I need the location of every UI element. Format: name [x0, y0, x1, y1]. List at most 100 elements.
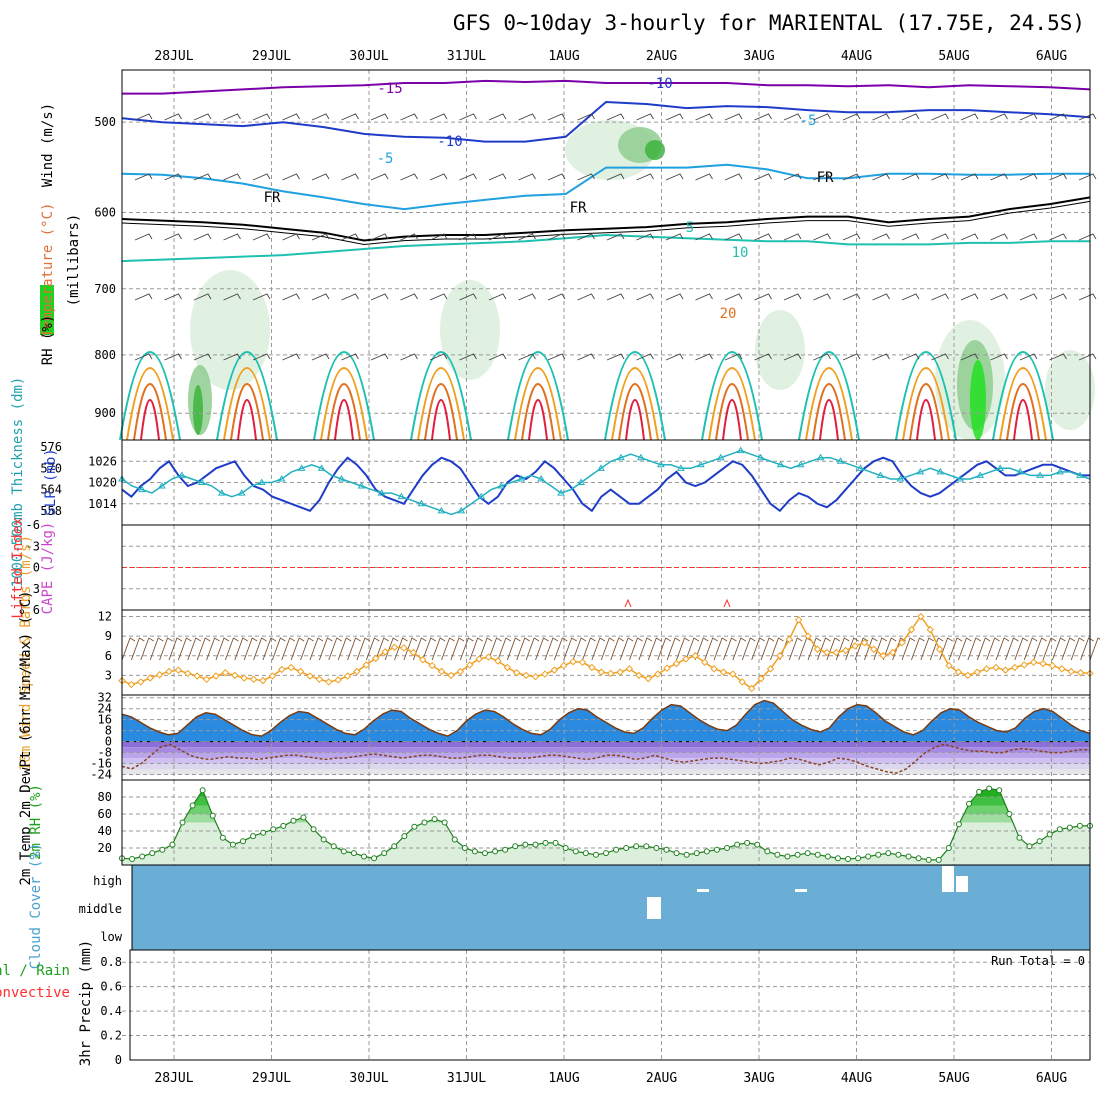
rh2m-point [653, 845, 660, 851]
wind-barb [311, 233, 330, 241]
rh2m-level-fill [122, 788, 1090, 823]
thickness-point [597, 464, 605, 471]
wind-barb-10m [130, 637, 145, 661]
wind-barb-10m [600, 637, 615, 661]
isotherm-warm-contour [708, 367, 756, 441]
date-label-top: 29JUL [252, 49, 291, 64]
isotherm-warm-contour [327, 383, 361, 441]
wind-speed-point [343, 672, 352, 680]
wind-barb-10m [741, 637, 756, 661]
isotherm-warm-contour [424, 383, 458, 441]
wind-barb [370, 293, 389, 301]
date-label-top: 1AUG [548, 49, 579, 64]
wind-speed-point [221, 669, 230, 677]
panel-thickness-slp: 1026 1020 1014 576 570 564 558 [40, 439, 1091, 526]
wind-barb-10m [901, 637, 916, 661]
wind-barb-10m [159, 637, 173, 661]
wind-barb-10m [328, 637, 342, 661]
wind-barb [547, 173, 566, 181]
rh2m-point [1036, 838, 1043, 845]
wind-speed-point [823, 648, 831, 657]
wind-barb [606, 113, 625, 121]
rh2m-point [1056, 826, 1063, 833]
rh2m-point [905, 853, 912, 860]
wind-speed-point [672, 659, 681, 668]
wind-speed-point [278, 665, 286, 674]
contour-label: -5 [377, 151, 394, 167]
rh2m-point [562, 845, 569, 851]
wind-speed-point [1048, 661, 1057, 670]
wind-barb [459, 173, 477, 181]
wind-barb [931, 233, 949, 241]
wind-barb [164, 293, 182, 301]
rh2m-point [471, 848, 478, 855]
wind-speed-point [992, 663, 1000, 672]
panel-wind10m: 12 9 6 3 [98, 609, 1100, 696]
wind-barb [429, 233, 448, 241]
isotherm-warm-contour [992, 351, 1054, 441]
thickness-point [577, 478, 585, 485]
wind-barb [695, 113, 713, 121]
wind-barb-10m [459, 637, 474, 661]
wind-barb-10m [262, 637, 277, 661]
thickness-point [517, 474, 526, 482]
wind-barb [1019, 173, 1038, 181]
wind-speed-point [494, 657, 502, 665]
wind-speed-point [1029, 658, 1038, 667]
ylabel-thickness: 1000-500mb Thickness (dm) [10, 377, 26, 588]
thickness-point [856, 464, 865, 471]
rh-shading-area [755, 310, 805, 390]
wind-barb-10m [215, 637, 230, 661]
thickness-point [976, 471, 985, 478]
wind-barb [901, 353, 920, 361]
wind-barb [1078, 173, 1097, 181]
wind-barb [724, 113, 743, 121]
wind-speed-point [710, 665, 718, 673]
wind-barb [990, 233, 1008, 241]
tick-label-li: 0 [33, 561, 40, 575]
wind-barb-10m [525, 637, 540, 661]
wind-speed-point [578, 658, 587, 667]
wind-barb-10m [516, 637, 530, 661]
rh2m-point [643, 843, 650, 850]
rh2m-point [209, 812, 216, 819]
wind-speed-point [212, 672, 220, 680]
wind-barb-10m [506, 637, 521, 661]
wind-barb-10m [1004, 637, 1019, 661]
tick-label-precip: 0.8 [100, 955, 122, 969]
wind-speed-point [719, 668, 728, 676]
rh2m-point [592, 851, 599, 858]
wind-barb [695, 293, 713, 301]
isotherm-warm-contour [722, 399, 742, 441]
wind-barb [134, 293, 153, 301]
wind-barb [488, 353, 507, 361]
rh2m-point [1066, 824, 1073, 831]
wind-barb [990, 113, 1008, 121]
wind-barb [134, 233, 153, 241]
panel-cape-li: -6 -3 0 3 6 [26, 518, 1091, 617]
wind-speed-point [381, 648, 389, 656]
panel-upper-air: 500 600 700 800 900 -15 -10 -5 FR 5 10 20 -5 FR FR -10 [40, 69, 1097, 441]
date-label-bottom: 3AUG [743, 1071, 774, 1086]
wind-speed-point [447, 671, 455, 680]
tick-label-pressure: 700 [94, 282, 116, 296]
thickness-point [637, 453, 645, 461]
wind-barb [459, 293, 477, 301]
run-total-annotation: Run Total = 0 [991, 954, 1085, 968]
wind-barb-10m [591, 637, 606, 661]
thickness-point [177, 471, 186, 478]
rh2m-point [1026, 843, 1033, 850]
wind-speed-point [202, 675, 211, 684]
wind-barb-10m [976, 637, 991, 661]
date-label-top: 31JUL [447, 49, 486, 64]
rh2m-point [169, 841, 176, 848]
rh2m-point [885, 850, 892, 857]
wind-barb-10m [873, 637, 888, 661]
cape-marker [624, 598, 632, 608]
wind-speed-point [174, 666, 183, 674]
rh2m-point [693, 850, 700, 857]
wind-speed-point [691, 652, 699, 660]
wind-barb [577, 353, 595, 361]
wind-barb-10m [281, 637, 295, 661]
